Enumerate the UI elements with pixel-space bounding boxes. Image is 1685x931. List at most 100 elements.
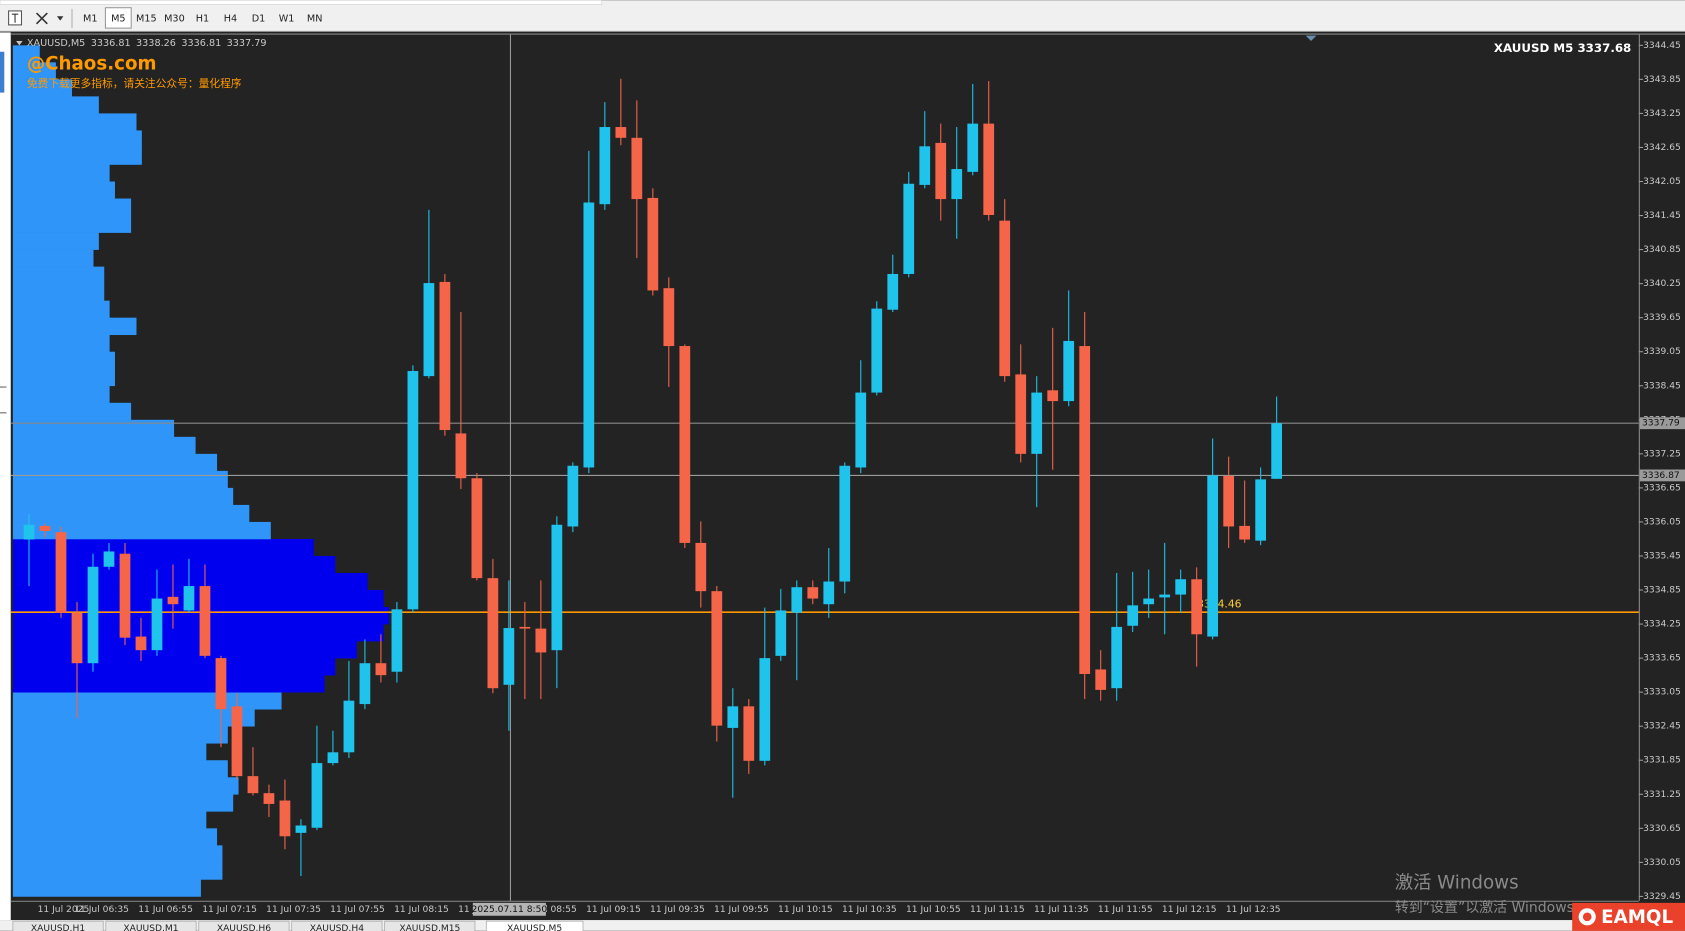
candle-body [631,137,643,200]
profile-bar [12,777,239,795]
tab-label[interactable]: XAUUSD,H4 [310,924,364,931]
y-tick-label: 3342.65 [1643,143,1681,153]
timeframe-label[interactable]: D1 [252,13,266,24]
candle-body [903,183,915,274]
timeframe-label[interactable]: MN [307,13,323,24]
profile-bar [12,419,175,438]
tool-icon-line [35,12,48,25]
timeframe-button[interactable] [77,7,104,29]
timeframe-button[interactable] [245,7,272,29]
candle-body [487,578,499,689]
candle-body [535,628,547,653]
y-tick-label: 3330.65 [1643,824,1681,834]
timeframe-button[interactable] [161,7,188,29]
timeframe-label[interactable]: H1 [196,13,209,24]
candle-body [935,142,947,200]
candle-body [919,146,931,185]
candle-body [119,553,131,638]
ohlc-high: 3338.26 [136,38,176,49]
tab-label[interactable]: XAUUSD,H1 [31,924,85,931]
candle-body [871,308,883,393]
timeframe-button[interactable] [301,7,328,29]
y-tick-label: 3343.85 [1643,75,1681,85]
candle-body [823,581,835,605]
chart-menu-arrow[interactable] [16,41,23,46]
candle-body [551,524,563,651]
tab-label[interactable]: XAUUSD,M5 [507,924,562,931]
x-tick-label: 11 Jul 09:55 [714,905,769,915]
quote: XAUUSD M5 3337.68 [1494,41,1631,55]
y-tick-label: 3332.45 [1643,722,1681,732]
timeframe-button[interactable] [104,7,132,29]
profile-bar [12,709,255,727]
y-tick-label: 3331.85 [1643,756,1681,766]
candle-body [391,609,403,672]
candle-body [759,658,771,761]
profile-bar [12,232,99,250]
tab[interactable] [198,920,290,931]
timeframe-label[interactable]: H4 [224,13,237,24]
chart-info: XAUUSD,M5 3336.81 3338.26 3336.81 3337.79 [27,38,267,49]
y-tick-label: 3329.45 [1643,892,1681,902]
profile-bar [12,368,115,387]
profile-bar [12,641,357,659]
candle-body [23,524,35,540]
profile-bar [12,487,234,506]
timeframe-button[interactable] [133,7,160,29]
timeframe-label[interactable]: M30 [164,13,185,24]
x-tick-label: 11 Jul 08:55 [522,905,577,915]
y-tick-label: 3340.25 [1643,279,1681,289]
tab[interactable] [291,920,383,931]
timeframe-label[interactable]: M15 [136,13,157,24]
last-price-box [1639,417,1685,430]
y-tick-label: 3337.25 [1643,449,1681,459]
x-tick-label: 11 Jul 10:55 [906,905,961,915]
candle-body [839,465,851,582]
profile-bar [12,334,110,353]
timeframe-label[interactable]: M5 [111,13,125,24]
candle-body [1015,374,1027,454]
profile-bar [12,351,115,370]
candle-body [1031,392,1043,454]
y-tick-label: 3339.65 [1643,313,1681,323]
timeframe-button[interactable] [189,7,216,29]
profile-bar [12,828,218,846]
profile-bar [12,79,72,97]
timeframe-label[interactable]: W1 [279,13,295,24]
candle-body [39,525,51,532]
last-price-label: 3337.79 [1642,419,1680,429]
profile-bar [12,470,228,489]
profile-bar [12,845,223,863]
brand-notice: 免费下载更多指标，请关注公众号：量化程序 [27,77,242,90]
tab-label[interactable]: XAUUSD,M1 [123,924,178,931]
profile-bar [12,249,94,267]
tab-label[interactable]: XAUUSD,H6 [217,924,271,931]
logo-text: EAMQL [1601,907,1673,928]
timeframe-label[interactable]: M1 [83,13,97,24]
tab[interactable] [485,920,584,931]
candles [23,78,1283,876]
tab[interactable] [384,920,476,931]
candle-body [199,586,211,656]
tab[interactable] [12,920,104,931]
tab-label[interactable]: XAUUSD,M15 [399,924,460,931]
x-tick-label: 11 Jul 2025 [38,905,90,915]
candle-body [455,433,467,479]
y-tick-label: 3330.05 [1643,858,1681,868]
candle-body [215,658,227,710]
draw-tool-icon[interactable] [35,12,64,25]
y-tick-label: 3338.45 [1643,381,1681,391]
candle-body [1159,594,1171,598]
watermark-line1: 激活 Windows [1395,873,1519,894]
price-lines: 3334.46 [10,34,1639,901]
tab[interactable] [105,920,197,931]
axes: 3344.45 3343.85 3343.25 3342.65 3342.05 3341.… [38,41,1685,916]
y-tick-label: 3341.45 [1643,211,1681,221]
timeframe-button[interactable] [273,7,300,29]
watermark-line2: 转到“设置”以激活 Windows。 [1395,899,1588,916]
tab-bar [0,920,1685,931]
profile-bar [12,504,250,523]
timeframe-button[interactable] [217,7,244,29]
y-tick-label: 3344.45 [1643,41,1681,51]
candle-body [1143,598,1155,605]
